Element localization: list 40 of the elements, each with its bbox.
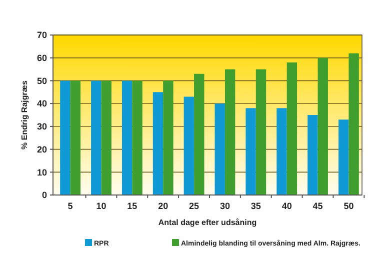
bar xyxy=(152,92,164,195)
y-tick-label: 30 xyxy=(36,122,47,132)
y-tick-label: 20 xyxy=(36,144,47,154)
bar xyxy=(70,80,81,195)
bar xyxy=(163,80,174,195)
bar xyxy=(276,108,287,195)
y-tick-label: 50 xyxy=(36,76,47,86)
x-axis-title: Antal dage efter udsåning xyxy=(158,218,257,227)
bar xyxy=(184,96,194,195)
x-tick-label: 10 xyxy=(96,201,106,211)
bar xyxy=(348,53,359,195)
bar xyxy=(214,104,225,195)
bar xyxy=(246,108,256,195)
y-tick-label: 60 xyxy=(36,53,47,64)
y-tick-label: 10 xyxy=(36,167,47,178)
x-tick-label: 15 xyxy=(127,201,138,211)
bar xyxy=(60,80,70,195)
bar xyxy=(101,80,112,195)
x-tick-label: 35 xyxy=(250,201,261,211)
x-tick-label: 5 xyxy=(68,201,73,211)
x-tick-label: 40 xyxy=(282,201,292,211)
x-tick-label: 30 xyxy=(220,201,230,211)
y-tick-label: 0 xyxy=(42,190,47,200)
bar xyxy=(122,80,132,195)
bar xyxy=(224,69,236,195)
bar xyxy=(256,69,266,195)
bar xyxy=(194,74,204,195)
x-tick-label: 20 xyxy=(158,201,168,211)
bar xyxy=(318,58,328,195)
y-tick-label: 40 xyxy=(36,98,47,109)
x-tick-label: 25 xyxy=(189,201,200,211)
y-tick-label: 70 xyxy=(36,30,47,40)
bar xyxy=(338,120,349,195)
bar xyxy=(308,115,318,195)
x-tick-label: 50 xyxy=(344,201,354,211)
bar xyxy=(132,80,142,195)
bar xyxy=(286,62,298,195)
y-axis-title: % Endrig Rajgræs xyxy=(20,80,29,150)
x-tick-label: 45 xyxy=(312,201,323,211)
bar xyxy=(91,80,102,195)
